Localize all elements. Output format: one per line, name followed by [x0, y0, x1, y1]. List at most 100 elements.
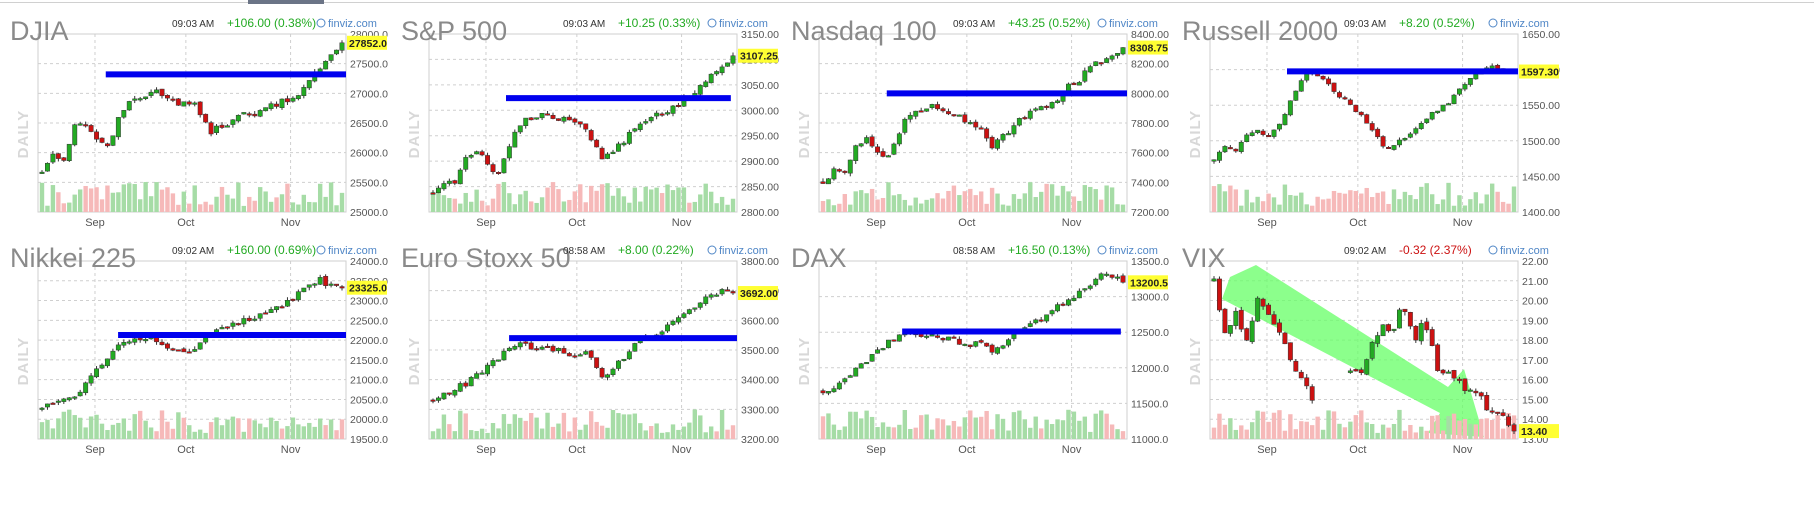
- volume-bar: [676, 429, 681, 439]
- chart-panel[interactable]: 3800.003700.003600.003500.003400.003300.…: [397, 237, 851, 499]
- candle-body: [561, 116, 567, 122]
- source-link[interactable]: finviz.com: [328, 18, 377, 30]
- y-tick-label: 7800.00: [1131, 118, 1169, 130]
- y-tick-label: 1550.00: [1522, 100, 1560, 112]
- volume-bar: [110, 424, 116, 439]
- volume-bar: [230, 198, 236, 212]
- x-tick-label: Oct: [1349, 217, 1366, 229]
- chart-panel[interactable]: 13500.0 13000.0 12500.0 12000.0 11500.0 11000…: [787, 237, 1241, 499]
- y-tick-label: 1500.00: [1522, 136, 1560, 148]
- chart-panel[interactable]: 3150.003100.003050.003000.002950.002900.…: [397, 10, 851, 272]
- source-link[interactable]: finviz.com: [719, 18, 768, 30]
- candle-body: [1266, 135, 1271, 138]
- source-link[interactable]: finviz.com: [1500, 245, 1549, 257]
- candle-body: [1222, 308, 1228, 334]
- volume-bar: [1288, 195, 1293, 212]
- y-tick-label: 8000.00: [1131, 88, 1169, 100]
- plot-area: [1209, 33, 1519, 213]
- candle-body: [708, 73, 714, 84]
- candle-body: [110, 135, 116, 146]
- volume-bar: [978, 191, 984, 212]
- candle-body: [1217, 151, 1222, 161]
- volume-bar: [192, 431, 197, 439]
- volume-bar: [665, 432, 670, 439]
- volume-bar: [968, 410, 973, 439]
- volume-bar: [285, 426, 290, 439]
- candle-body: [956, 114, 962, 117]
- y-tick-label: 21000.0: [350, 375, 388, 387]
- chart-panel[interactable]: 22.00 21.00 20.00 19.00 18.00 17.00 16.00 15.00…: [1178, 237, 1632, 499]
- candle-body: [1429, 112, 1435, 120]
- source-link[interactable]: finviz.com: [719, 245, 768, 257]
- chart-panel[interactable]: 24000.023500.023000.022500.022000.021500…: [6, 237, 460, 499]
- candle-body: [599, 368, 605, 378]
- x-tick-label: Sep: [866, 217, 886, 229]
- chart-panel[interactable]: 1650.001600.001550.001500.001450.001400.…: [1178, 10, 1632, 272]
- volume-bar: [116, 422, 121, 439]
- candle-body: [714, 294, 720, 297]
- volume-bar: [935, 193, 940, 212]
- candle-body: [241, 318, 247, 325]
- volume-bar: [886, 426, 891, 439]
- volume-bar: [1408, 425, 1413, 439]
- volume-bar: [1364, 422, 1369, 439]
- volume-bar: [853, 191, 858, 212]
- timeframe-label: DAILY: [1187, 110, 1204, 159]
- volume-bar: [496, 183, 501, 212]
- candle-body: [225, 326, 230, 329]
- volume-bar: [654, 187, 659, 212]
- chart-panel[interactable]: 28000.0 27500.0 27000.0 26500.0 26000.0 25500…: [6, 10, 460, 272]
- volume-bar: [1391, 423, 1397, 439]
- x-tick-label: Nov: [1062, 217, 1082, 229]
- volume-bar: [1500, 428, 1506, 439]
- volume-bar: [588, 411, 594, 439]
- candle-body: [697, 302, 703, 308]
- candle-body: [632, 128, 638, 132]
- candle-body: [252, 318, 258, 321]
- volume-bar: [496, 428, 501, 439]
- x-tick-label: Oct: [958, 444, 975, 456]
- candle-body: [436, 187, 441, 194]
- candle-body: [572, 118, 578, 123]
- candle-body: [490, 360, 496, 367]
- volume-bar: [176, 204, 181, 212]
- volume-bar: [436, 190, 441, 212]
- last-price-label: 27852.0: [349, 38, 387, 50]
- source-link[interactable]: finviz.com: [328, 245, 377, 257]
- candle-body: [257, 110, 263, 117]
- last-price-label: 3107.25: [740, 51, 778, 63]
- quote-time: 09:03 AM: [953, 19, 995, 30]
- candle-body: [474, 151, 480, 155]
- finviz-logo-icon: [707, 18, 717, 28]
- plot-area: [428, 33, 738, 213]
- source-link[interactable]: finviz.com: [1109, 245, 1158, 257]
- volume-bar: [268, 201, 274, 212]
- candle-body: [984, 128, 990, 139]
- source-link[interactable]: finviz.com: [1500, 18, 1549, 30]
- candle-body: [1309, 386, 1315, 401]
- candle-body: [853, 145, 859, 161]
- volume-bar: [918, 415, 924, 439]
- candle-body: [496, 359, 501, 362]
- volume-bar: [940, 419, 946, 439]
- source-link[interactable]: finviz.com: [1109, 18, 1158, 30]
- volume-bar: [913, 197, 918, 212]
- y-tick-label: 19.00: [1522, 315, 1548, 327]
- volume-bar: [143, 420, 148, 439]
- volume-bar: [659, 193, 665, 212]
- chart-panel[interactable]: 8400.00 8200.00 8000.00 7800.00 7600.00 7400.…: [787, 10, 1241, 272]
- volume-bar: [1511, 186, 1517, 212]
- price-change: +43.25 (0.52%): [1008, 16, 1090, 30]
- candle-body: [929, 334, 935, 337]
- price-change: -0.32 (2.37%): [1399, 243, 1472, 257]
- candle-body: [263, 312, 269, 315]
- volume-bar: [1348, 421, 1353, 439]
- active-tab-indicator[interactable]: [248, 0, 324, 4]
- chart-title: Nasdaq 100: [791, 16, 937, 46]
- volume-bar: [659, 432, 665, 439]
- candle-body: [1066, 299, 1071, 306]
- volume-bar: [1217, 184, 1222, 212]
- finviz-logo-icon: [1488, 18, 1498, 28]
- volume-bar: [296, 204, 301, 212]
- candle-body: [697, 85, 703, 95]
